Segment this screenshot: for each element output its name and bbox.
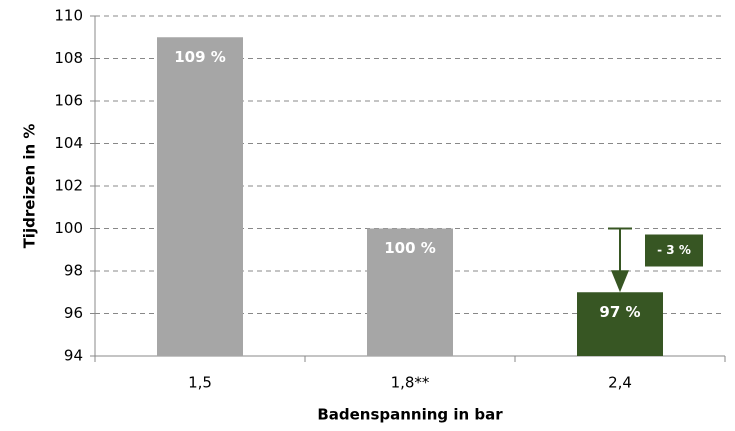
- value-label: 100 %: [384, 239, 436, 257]
- y-tick-label: 110: [54, 7, 83, 25]
- y-tick-label: 98: [64, 262, 83, 280]
- arrow-head: [611, 270, 629, 293]
- y-tick-label: 102: [54, 177, 83, 195]
- bar: [577, 292, 663, 356]
- x-tick-label: 2,4: [608, 374, 632, 392]
- value-label: 109 %: [174, 48, 226, 66]
- y-tick-label: 94: [64, 347, 83, 365]
- y-tick-label: 104: [54, 134, 83, 152]
- x-tick-label: 1,8**: [391, 374, 430, 392]
- x-tick-label: 1,5: [188, 374, 212, 392]
- y-tick-label: 96: [64, 304, 83, 322]
- bar: [367, 228, 453, 356]
- y-tick-label: 106: [54, 92, 83, 110]
- y-tick-label: 108: [54, 49, 83, 67]
- value-label: 97 %: [599, 303, 640, 321]
- annotation-label: - 3 %: [657, 243, 691, 257]
- x-axis-title: Badenspanning in bar: [317, 406, 503, 424]
- y-axis-title: Tijdreizen in %: [21, 124, 39, 249]
- annotation-box: [645, 234, 703, 267]
- y-tick-label: 100: [54, 219, 83, 237]
- bar: [157, 37, 243, 356]
